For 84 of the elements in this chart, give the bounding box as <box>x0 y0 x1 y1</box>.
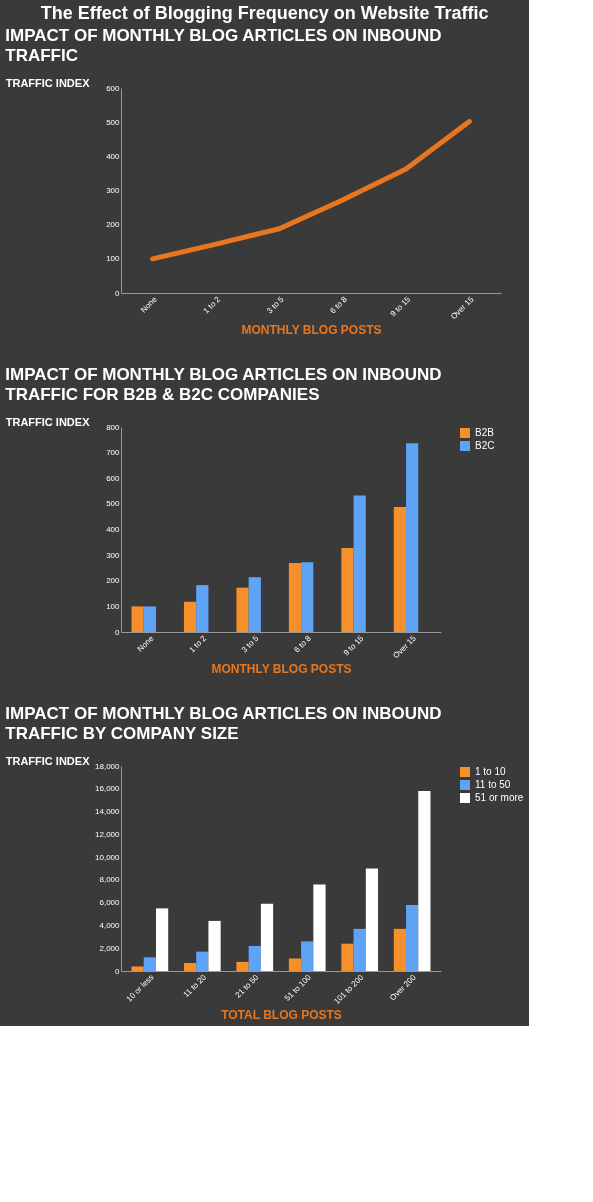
x-tick-label: 51 to 100 <box>282 972 314 1003</box>
bar <box>313 884 326 971</box>
bar <box>143 957 156 971</box>
bar <box>288 563 302 632</box>
bar <box>365 868 379 971</box>
bar <box>393 506 407 632</box>
y-tick-label: 200 <box>106 576 121 586</box>
legend-label: 51 or more <box>475 792 524 803</box>
y-tick-label: 600 <box>106 473 121 483</box>
chart-title: IMPACT OF MONTHLY BLOG ARTICLES ON INBOUND TRAFFIC FOR B2B & B2C COMPANIES <box>5 365 442 404</box>
bar <box>353 495 366 632</box>
bar <box>183 601 197 632</box>
bar <box>288 958 302 971</box>
bar <box>301 562 314 632</box>
x-tick-label: 101 to 200 <box>332 972 366 1006</box>
bar <box>131 606 144 632</box>
x-tick-label: 1 to 2 <box>187 633 209 655</box>
bar <box>155 908 169 971</box>
x-tick-label: 9 to 15 <box>341 633 366 658</box>
bar <box>406 904 419 971</box>
y-tick-label: 18,000 <box>95 761 121 771</box>
bar <box>208 920 221 971</box>
y-tick-label: 600 <box>106 83 121 93</box>
bar <box>406 443 419 632</box>
y-tick-label: 200 <box>106 220 121 230</box>
bar <box>418 791 431 971</box>
chart-title: IMPACT OF MONTHLY BLOG ARTICLES ON INBOUND TRAFFIC <box>5 26 442 65</box>
bar <box>353 928 366 971</box>
bar <box>196 585 209 632</box>
chart-title: IMPACT OF MONTHLY BLOG ARTICLES ON INBOUND TRAFFIC BY COMPANY SIZE <box>5 704 442 743</box>
y-axis-title: TRAFFIC INDEX <box>5 76 91 89</box>
y-tick-label: 300 <box>106 186 121 195</box>
y-tick-label: 400 <box>106 151 121 161</box>
legend-label: 1 to 10 <box>475 766 507 777</box>
bar <box>341 943 354 971</box>
bar <box>131 966 144 971</box>
y-tick-label: 4,000 <box>99 920 121 930</box>
bar <box>341 547 354 632</box>
y-tick-label: 8,000 <box>99 875 121 885</box>
x-axis-title: MONTHLY BLOG POSTS <box>211 662 352 677</box>
bar <box>260 903 274 971</box>
bar <box>301 941 314 971</box>
y-tick-label: 700 <box>106 448 121 458</box>
text: The Effect of Blogging Frequency on Website Traffic <box>40 3 489 23</box>
x-tick-label: 21 to 50 <box>233 972 261 1000</box>
x-tick-label: 10 or less <box>124 972 156 1004</box>
x-tick-label: 1 to 2 <box>201 294 223 316</box>
bar <box>236 961 249 971</box>
bar <box>248 577 261 632</box>
y-tick-label: 2,000 <box>99 943 121 953</box>
y-axis-title: TRAFFIC INDEX <box>5 754 91 767</box>
legend-label: B2C <box>475 440 495 451</box>
y-tick-label: 300 <box>106 550 121 560</box>
x-tick-label: 6 to 8 <box>328 294 350 316</box>
y-tick-label: 100 <box>106 254 121 264</box>
x-tick-label: 6 to 8 <box>292 633 314 655</box>
y-tick-label: 10,000 <box>95 852 121 862</box>
bar <box>183 963 197 971</box>
y-tick-label: 500 <box>106 117 121 127</box>
y-tick-label: 0 <box>115 627 121 637</box>
y-tick-label: 0 <box>115 288 121 298</box>
x-tick-label: 9 to 15 <box>388 294 413 319</box>
x-axis-title: MONTHLY BLOG POSTS <box>241 323 382 338</box>
y-tick-label: 0 <box>115 966 121 976</box>
bar <box>393 928 407 971</box>
y-tick-label: 6,000 <box>99 898 121 908</box>
x-tick-label: 3 to 5 <box>239 633 261 655</box>
y-tick-label: 100 <box>106 601 121 611</box>
y-tick-label: 400 <box>106 525 121 534</box>
bar <box>248 945 261 971</box>
legend-label: 11 to 50 <box>475 779 511 790</box>
bar <box>196 951 209 971</box>
bar <box>236 587 249 632</box>
bar <box>143 606 156 632</box>
x-tick-label: 11 to 20 <box>181 972 209 1000</box>
y-tick-label: 500 <box>106 499 121 509</box>
y-tick-label: 16,000 <box>95 784 121 794</box>
x-tick-label: 3 to 5 <box>264 294 286 316</box>
y-tick-label: 12,000 <box>95 829 121 839</box>
x-axis-title: TOTAL BLOG POSTS <box>221 1007 342 1022</box>
y-axis-title: TRAFFIC INDEX <box>5 415 91 428</box>
y-tick-label: 800 <box>106 422 121 432</box>
y-tick-label: 14,000 <box>95 807 121 817</box>
legend-label: B2B <box>475 427 495 438</box>
